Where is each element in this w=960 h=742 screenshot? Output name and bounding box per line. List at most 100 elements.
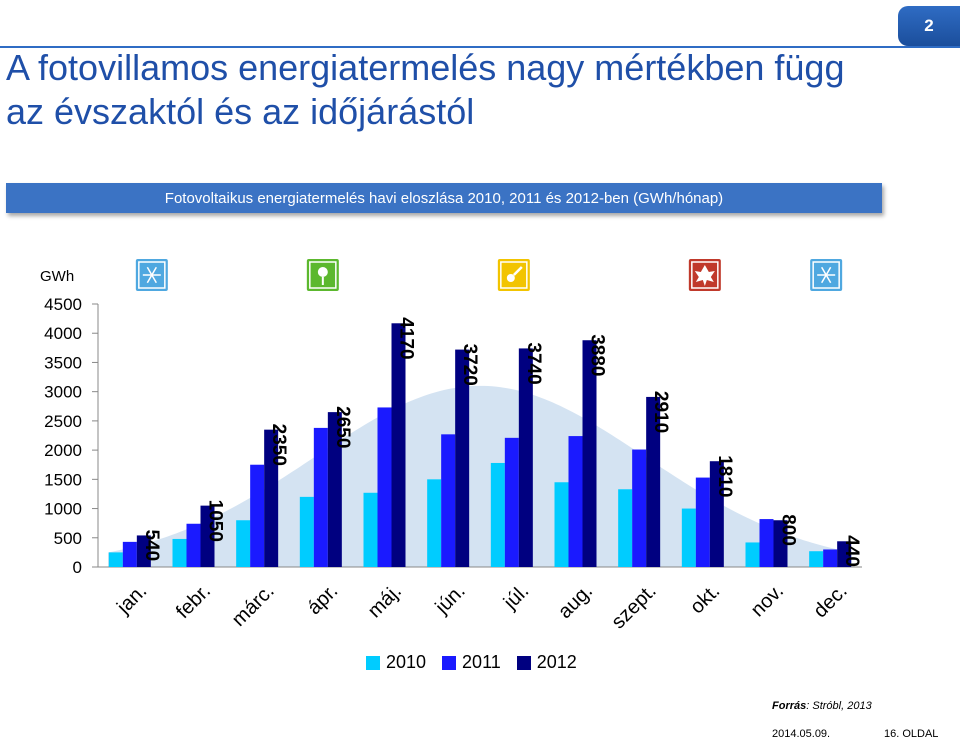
legend-item-2010: 2010: [366, 652, 426, 673]
data-label: 3740: [523, 342, 544, 384]
legend-item-2012: 2012: [516, 652, 577, 673]
page-number-badge: 2: [898, 6, 960, 46]
bar-2010-9: [681, 508, 696, 567]
source-text: : Stróbl, 2013: [806, 700, 872, 712]
bar-2011-6: [504, 437, 519, 567]
bar-2012-1: [200, 505, 215, 567]
bar-2011-5: [441, 434, 456, 567]
data-label: 3880: [587, 334, 608, 376]
footer-date: 2014.05.09.: [772, 728, 831, 740]
source-label: Forrás: [772, 700, 807, 712]
legend-label-2010: 2010: [386, 652, 427, 672]
bar-2012-11: [837, 541, 852, 567]
snowflake-icon-inner: [138, 261, 166, 289]
season-band: [108, 385, 852, 567]
bar-2012-9: [709, 461, 724, 567]
y-tick-label: 2500: [44, 412, 82, 431]
bar-2011-3: [313, 427, 328, 567]
bar-2012-0: [136, 535, 151, 567]
bar-2011-4: [377, 407, 392, 567]
data-label: 540: [141, 529, 162, 561]
bar-2010-6: [490, 462, 505, 567]
bar-2012-10: [773, 520, 788, 567]
bar-2010-3: [299, 496, 314, 567]
bar-2010-7: [554, 482, 569, 567]
snowflake-stroke: [146, 266, 157, 284]
legend-swatch-2010: [366, 655, 380, 670]
data-label: 3720: [459, 344, 480, 386]
bar-2012-3: [327, 412, 342, 567]
bar-2010-4: [363, 492, 378, 567]
y-tick-label: 4500: [44, 295, 82, 314]
x-tick-label: jún.: [431, 580, 470, 619]
x-tick-label: júl.: [499, 580, 533, 614]
x-tick-label: dec.: [809, 580, 851, 622]
legend-swatch-2011: [442, 655, 457, 670]
flower-icon: [306, 259, 339, 291]
bar-2010-1: [172, 538, 187, 567]
bar-chart: 0 500 1000 1500 2000 2500 3000 3500 4000 4500 GWh 5…: [40, 259, 862, 633]
chart-legend: 2010 2011 2012: [366, 652, 593, 673]
slide-title: A fotovillamos energiatermelés nagy mért…: [6, 47, 845, 132]
data-label: 1810: [714, 455, 735, 497]
bar-2012-5: [455, 349, 470, 567]
bar-2012-8: [646, 396, 661, 567]
sun-icon: [497, 259, 530, 291]
leaf-icon: [688, 259, 721, 291]
bar-2011-10: [759, 519, 774, 567]
chart-subtitle: Fotovoltaikus energiatermelés havi elosz…: [6, 183, 882, 213]
bar-2010-10: [745, 542, 760, 567]
snowflake-icon: [135, 259, 168, 291]
x-tick-label: aug.: [554, 580, 597, 623]
bar-2010-5: [427, 479, 442, 567]
bar-2011-11: [823, 549, 838, 567]
sun-ray: [512, 266, 523, 276]
bar-2011-1: [186, 523, 201, 567]
flower-head: [317, 267, 328, 277]
x-tick-label: szept.: [607, 580, 660, 633]
legend-label-2011: 2011: [462, 652, 501, 672]
y-tick-label: 3000: [44, 383, 82, 402]
y-tick-label: 2000: [44, 441, 82, 460]
sun-icon-inner: [500, 261, 528, 289]
data-label: 2350: [268, 424, 289, 466]
bar-2012-4: [391, 323, 406, 567]
y-tick-label: 3500: [44, 353, 82, 372]
bar-2011-0: [122, 541, 137, 567]
data-label: 1050: [205, 500, 226, 542]
footer-page: 16. OLDAL: [884, 728, 939, 740]
y-tick-label: 500: [54, 529, 82, 548]
y-axis-label: GWh: [40, 268, 74, 285]
snowflake-icon-inner: [812, 261, 840, 289]
y-tick-label: 4000: [44, 324, 82, 343]
y-tick-label: 1000: [44, 500, 82, 519]
y-tick-label: 0: [73, 558, 82, 577]
x-tick-label: márc.: [228, 580, 279, 631]
data-label: 4170: [396, 317, 417, 359]
snowflake-stroke: [821, 266, 832, 284]
data-label: 2910: [650, 391, 671, 433]
bar-2010-0: [108, 552, 123, 567]
header-rule: [0, 46, 960, 48]
data-label: 440: [841, 535, 862, 567]
y-tick-label: 1500: [44, 470, 82, 489]
leaf-icon-inner: [691, 261, 719, 289]
bar-2012-6: [518, 348, 533, 567]
bar-2012-2: [264, 429, 279, 567]
bar-2010-11: [809, 551, 824, 567]
bar-2010-8: [618, 489, 633, 567]
data-label: 800: [778, 514, 799, 546]
sun-disc: [506, 274, 515, 282]
bar-2011-9: [695, 477, 710, 567]
source-note: Forrás: Stróbl, 2013: [772, 700, 872, 712]
data-label: 2650: [332, 406, 353, 448]
snowflake-icon: [810, 259, 843, 291]
x-tick-label: máj.: [364, 580, 406, 622]
x-tick-label: jan.: [112, 580, 151, 619]
leaf-shape: [694, 265, 715, 286]
bar-2011-8: [632, 449, 647, 567]
bar-2012-7: [582, 340, 597, 567]
bar-2011-7: [568, 436, 583, 567]
legend-swatch-2012: [516, 655, 531, 670]
flower-icon-inner: [309, 261, 337, 289]
